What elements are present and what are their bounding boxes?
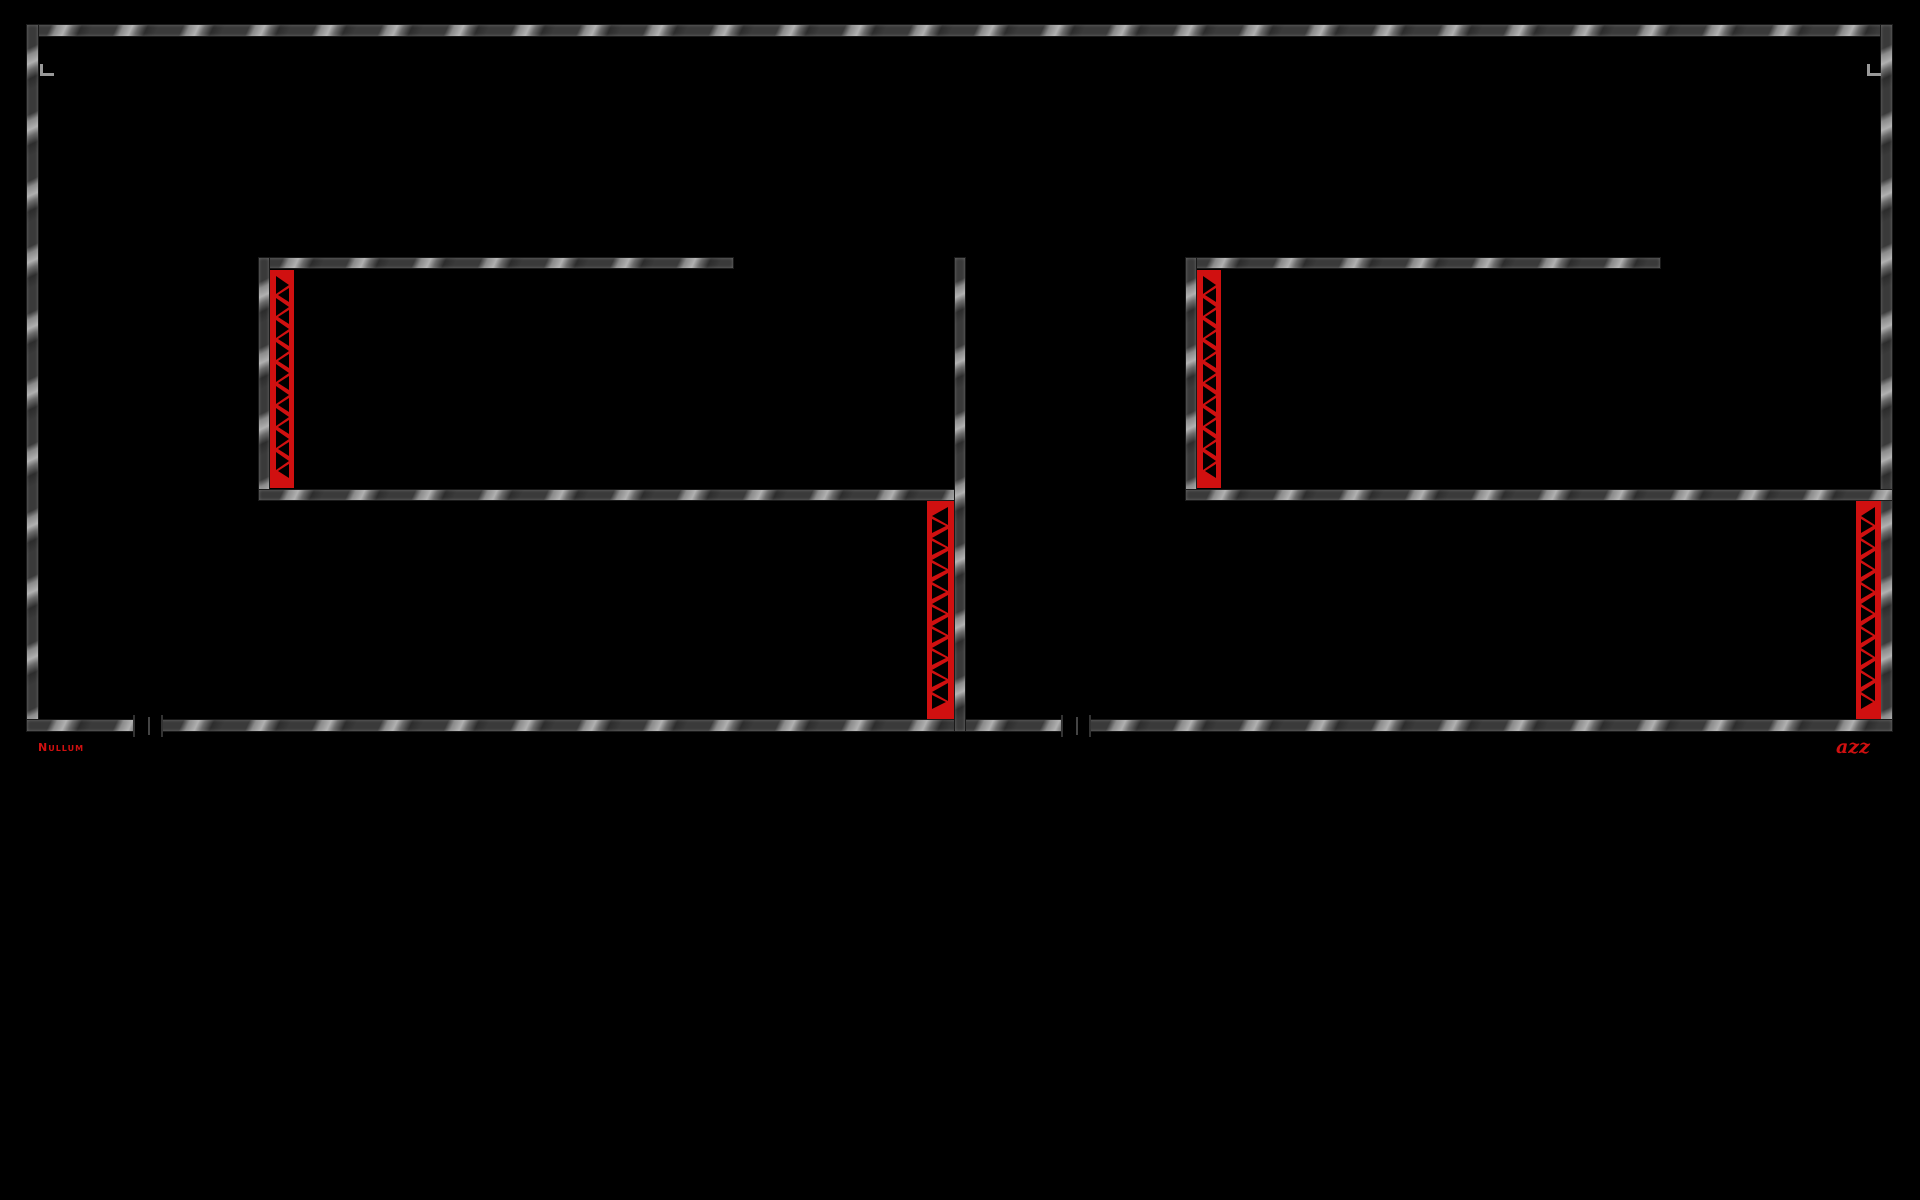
hazard-spikes-b2 [1856,501,1881,719]
level-label-left: Nullum [38,741,85,754]
level-label-right: azz [1836,736,1870,758]
hazard-spikes-a2 [927,501,954,719]
box-b-bottom-wall [1185,489,1893,501]
gate-icon[interactable] [133,715,163,737]
corner-marker-icon [40,64,54,76]
outer-wall-right [1880,24,1893,732]
box-b-top-wall [1185,257,1661,269]
box-a-top-wall [258,257,734,269]
gate-icon[interactable] [1061,715,1091,737]
hazard-spikes-a1 [270,270,294,488]
outer-wall-left [26,24,39,732]
outer-wall-top [26,24,1893,37]
box-a-bottom-wall [258,489,966,501]
box-a-left-wall [258,257,270,501]
box-b-left-wall [1185,257,1197,501]
hazard-spikes-b1 [1197,270,1221,488]
corner-marker-icon [1867,64,1881,76]
center-divider-wall [954,257,966,732]
